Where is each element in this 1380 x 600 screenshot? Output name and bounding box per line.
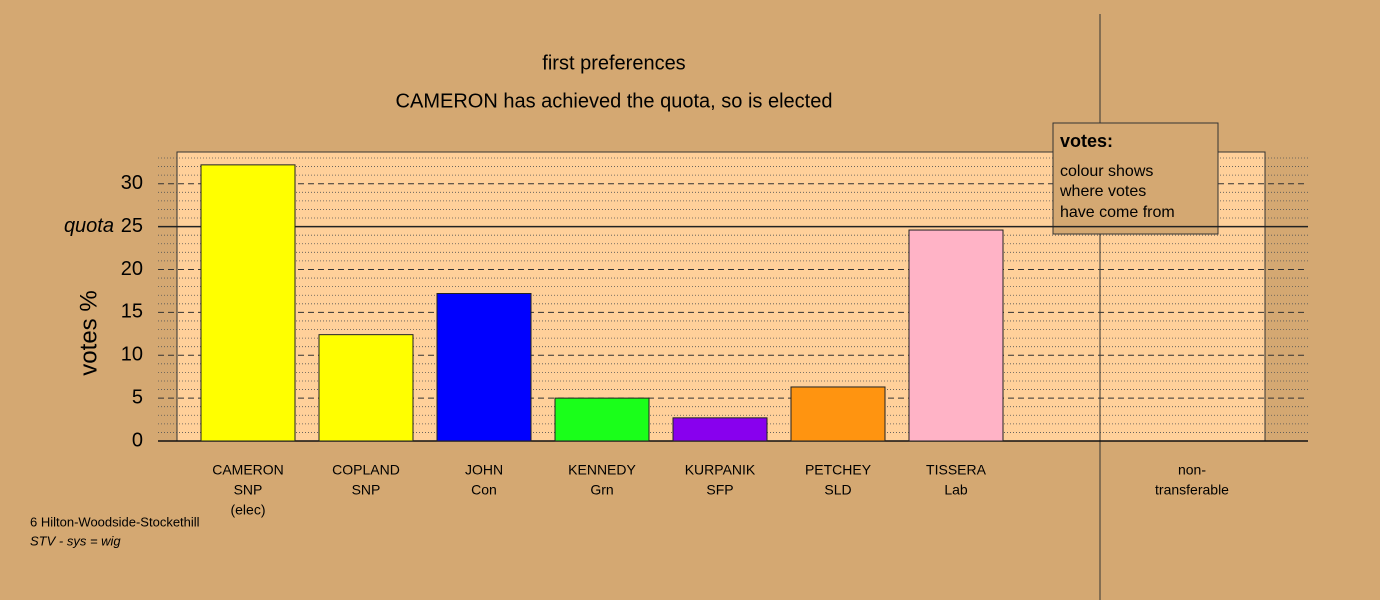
x-tick-label: PETCHEY bbox=[805, 462, 872, 478]
bar bbox=[672, 417, 768, 442]
chart-subtitle: CAMERON has achieved the quota, so is el… bbox=[396, 90, 833, 112]
legend-text: have come from bbox=[1060, 204, 1175, 221]
chart-title: first preferences bbox=[542, 52, 685, 74]
bar bbox=[908, 229, 1004, 442]
x-tick-label: SNP bbox=[352, 482, 381, 498]
bar bbox=[554, 397, 650, 442]
legend: votes: colour shows where votes have com… bbox=[1052, 122, 1219, 235]
legend-title: votes: bbox=[1060, 131, 1113, 151]
x-tick-label: transferable bbox=[1155, 482, 1229, 498]
legend-text: colour shows bbox=[1060, 163, 1153, 180]
x-tick-label: SNP bbox=[234, 482, 263, 498]
x-tick-label: CAMERON bbox=[212, 462, 284, 478]
x-tick-label: COPLAND bbox=[332, 462, 400, 478]
y-tick-label: 10 bbox=[121, 344, 143, 366]
y-tick-label: 5 bbox=[132, 386, 143, 408]
x-tick-label: SFP bbox=[706, 482, 733, 498]
y-tick-label: 15 bbox=[121, 301, 143, 323]
x-tick-label: Grn bbox=[590, 482, 613, 498]
x-tick-label: SLD bbox=[824, 482, 851, 498]
bar bbox=[318, 334, 414, 442]
x-tick-label: Con bbox=[471, 482, 497, 498]
y-tick-label: 20 bbox=[121, 258, 143, 280]
x-tick-label: (elec) bbox=[230, 502, 265, 518]
y-tick-label: 30 bbox=[121, 172, 143, 194]
bar bbox=[200, 164, 296, 442]
y-axis-label: votes % bbox=[75, 290, 102, 375]
y-tick-label: 25 bbox=[121, 215, 143, 237]
x-tick-label: non- bbox=[1178, 462, 1206, 478]
footnote: 6 Hilton-Woodside-Stockethill bbox=[30, 514, 200, 529]
x-tick-label: KURPANIK bbox=[685, 462, 756, 478]
quota-label: quota bbox=[64, 215, 114, 237]
bar bbox=[436, 292, 532, 442]
x-tick-label: Lab bbox=[944, 482, 968, 498]
legend-box bbox=[1052, 122, 1219, 235]
legend-text: where votes bbox=[1059, 183, 1146, 200]
x-tick-label: KENNEDY bbox=[568, 462, 636, 478]
x-tick-label: TISSERA bbox=[926, 462, 987, 478]
bar bbox=[790, 386, 886, 442]
footnote: STV - sys = wig bbox=[30, 533, 121, 548]
x-tick-label: JOHN bbox=[465, 462, 503, 478]
y-tick-label: 0 bbox=[132, 429, 143, 451]
